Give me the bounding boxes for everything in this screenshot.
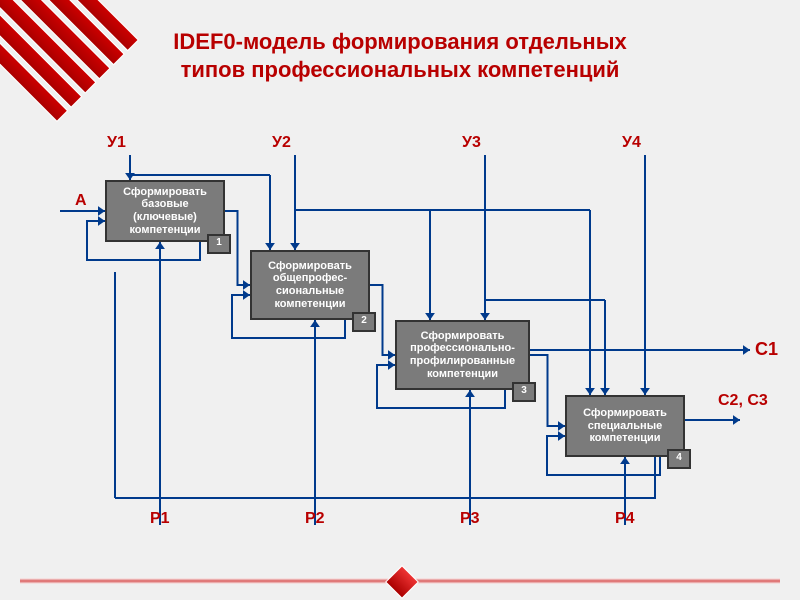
label-У2: У2	[272, 134, 291, 152]
activity-number-1: 1	[207, 234, 231, 254]
label-Р1: Р1	[150, 510, 170, 528]
label-У1: У1	[107, 134, 126, 152]
label-А: А	[75, 192, 87, 210]
label-Р3: Р3	[460, 510, 480, 528]
activity-box-4: Сформировать специальные компетенции	[565, 395, 685, 457]
label-У3: У3	[462, 134, 481, 152]
label-У4: У4	[622, 134, 641, 152]
label-Р2: Р2	[305, 510, 325, 528]
activity-box-2: Сформировать общепрофес- сиональные комп…	[250, 250, 370, 320]
activity-box-3: Сформировать профессионально- профилиров…	[395, 320, 530, 390]
idef0-diagram	[0, 0, 800, 600]
label-С2, С3: С2, С3	[718, 392, 768, 410]
label-Р4: Р4	[615, 510, 635, 528]
activity-box-1: Сформировать базовые (ключевые) компетен…	[105, 180, 225, 242]
activity-number-2: 2	[352, 312, 376, 332]
label-С1: С1	[755, 339, 778, 360]
activity-number-3: 3	[512, 382, 536, 402]
activity-number-4: 4	[667, 449, 691, 469]
